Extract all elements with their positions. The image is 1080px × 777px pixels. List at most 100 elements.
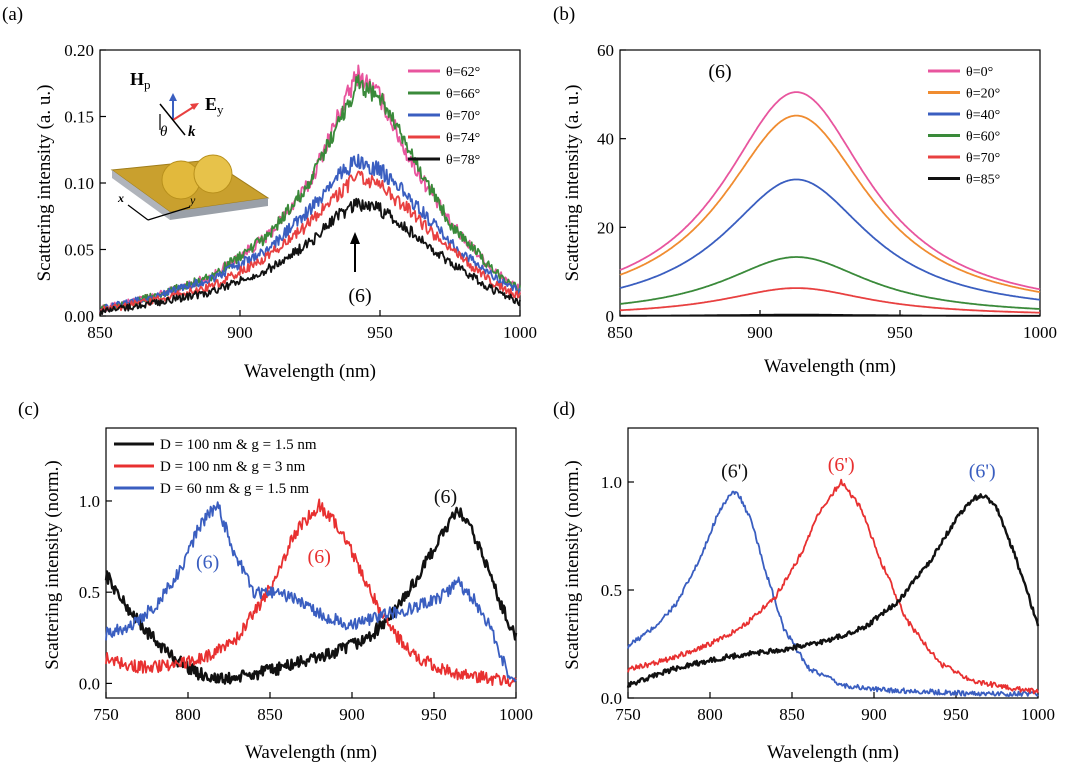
legend-label: D = 100 nm & g = 3 nm [160, 459, 306, 475]
y-tick-label: 0.0 [601, 689, 622, 708]
y-tick-label: 1.0 [601, 473, 622, 492]
plot-frame [105, 427, 517, 699]
substrate-side-right [170, 198, 268, 220]
x-axis-arrow [127, 204, 149, 221]
x-tick-label: 950 [887, 323, 913, 342]
y-tick-label: 1.0 [79, 492, 100, 511]
peak-annotation: (6') [969, 461, 996, 483]
x-tick-label: 950 [367, 323, 393, 342]
inset-schematic: x y Hp Ey θ k [110, 69, 270, 221]
legend-label: θ=0° [966, 65, 993, 80]
y-tick-label: 20 [597, 218, 614, 237]
series-line [619, 178, 1041, 301]
series-line [619, 256, 1041, 310]
legend-label: θ=40° [966, 108, 1000, 123]
peak-annotation: (6') [828, 454, 855, 476]
peak-annotation: (6) [348, 285, 371, 307]
series-group: (6') (6') (6') [626, 454, 1040, 698]
e-field-label: Ey [205, 94, 224, 117]
series-group: (6) (6) (6) [104, 486, 518, 688]
theta-label: θ [160, 124, 168, 140]
x-tick-label: 750 [615, 705, 641, 724]
y-axis-label: Scattering intensity (norm.) [42, 460, 63, 669]
y-tick-label: 0.5 [601, 581, 622, 600]
x-tick-label: 850 [257, 705, 283, 724]
x-tick-label: 900 [227, 323, 253, 342]
series-group [619, 91, 1041, 317]
peak-annotation: (6) [196, 551, 219, 573]
panel-label: (c) [18, 399, 39, 420]
x-axis-letter: x [117, 191, 124, 205]
y-tick-label: 0 [606, 307, 615, 326]
legend-label: θ=70° [966, 151, 1000, 166]
nanosphere-right [193, 154, 233, 194]
panel-label: (b) [553, 4, 575, 25]
x-tick-label: 950 [421, 705, 447, 724]
y-axis-label: Scattering intensity (norm.) [562, 460, 583, 669]
y-tick-label: 0.05 [64, 241, 94, 260]
legend-label: θ=74° [446, 131, 480, 146]
x-tick-label: 1000 [503, 323, 537, 342]
plot-frame [619, 49, 1041, 317]
legend-label: θ=85° [966, 173, 1000, 188]
series-line [619, 287, 1041, 314]
x-tick-label: 850 [779, 705, 805, 724]
y-tick-label: 0.20 [64, 41, 94, 60]
k-vector-arrow [159, 103, 186, 136]
y-tick-label: 0.00 [64, 307, 94, 326]
x-tick-label: 800 [175, 705, 201, 724]
peak-annotation: (6) [308, 546, 331, 568]
y-tick-label: 60 [597, 41, 614, 60]
legend: θ=0° θ=20° θ=40° θ=60° θ=70° θ=85° [928, 65, 1000, 188]
panel-b: (b) 850 900 950 1000 0 20 40 60 Wavelength (nm)… [553, 4, 1057, 377]
x-axis-label: Wavelength (nm) [245, 742, 377, 763]
series-group [99, 64, 521, 316]
x-tick-label: 900 [339, 705, 365, 724]
legend: D = 100 nm & g = 1.5 nm D = 100 nm & g = … [114, 437, 317, 497]
peak-annotation: (6) [434, 486, 457, 508]
series-line [105, 501, 517, 683]
legend-label: D = 60 nm & g = 1.5 nm [160, 481, 309, 497]
x-axis-label: Wavelength (nm) [764, 356, 896, 377]
x-tick-label: 1000 [1023, 323, 1057, 342]
substrate-side-left [112, 170, 170, 220]
panel-label: (d) [553, 399, 575, 420]
x-axis-label: Wavelength (nm) [244, 361, 376, 382]
series-line [620, 313, 1040, 317]
peak-annotation: (6) [708, 61, 731, 83]
e-field-arrow-head [190, 103, 199, 110]
x-tick-label: 1000 [1021, 705, 1055, 724]
legend-label: θ=78° [446, 153, 480, 168]
legend-label: D = 100 nm & g = 1.5 nm [160, 437, 317, 453]
series-line [104, 506, 518, 685]
y-axis-arrow [147, 206, 191, 221]
series-line [99, 170, 521, 315]
y-tick-label: 0.10 [64, 174, 94, 193]
legend: θ=62° θ=66° θ=70° θ=74° θ=78° [408, 65, 480, 168]
x-tick-label: 850 [607, 323, 633, 342]
peak-arrow-head [350, 232, 360, 244]
panel-label: (a) [2, 4, 23, 25]
panel-a: (a) 850 900 950 1000 0.00 0.05 0.10 0.15 0.20 Wa… [2, 4, 537, 382]
series-line [619, 114, 1041, 293]
series-line [627, 490, 1039, 698]
y-tick-label: 0.15 [64, 108, 94, 127]
x-tick-label: 750 [93, 705, 119, 724]
plot-frame [627, 427, 1039, 699]
x-tick-label: 950 [943, 705, 969, 724]
legend-label: θ=62° [446, 65, 480, 80]
y-tick-label: 40 [597, 130, 614, 149]
x-tick-label: 800 [697, 705, 723, 724]
peak-annotation: (6') [721, 461, 748, 483]
series-line [619, 91, 1041, 291]
y-axis-label: Scattering intensity (a. u.) [562, 85, 583, 282]
x-tick-label: 900 [861, 705, 887, 724]
x-tick-label: 850 [87, 323, 113, 342]
y-axis-label: Scattering intensity (a. u.) [34, 85, 55, 282]
series-line [627, 478, 1039, 695]
h-field-arrow-head [169, 93, 177, 101]
k-vector-label: k [188, 124, 196, 140]
